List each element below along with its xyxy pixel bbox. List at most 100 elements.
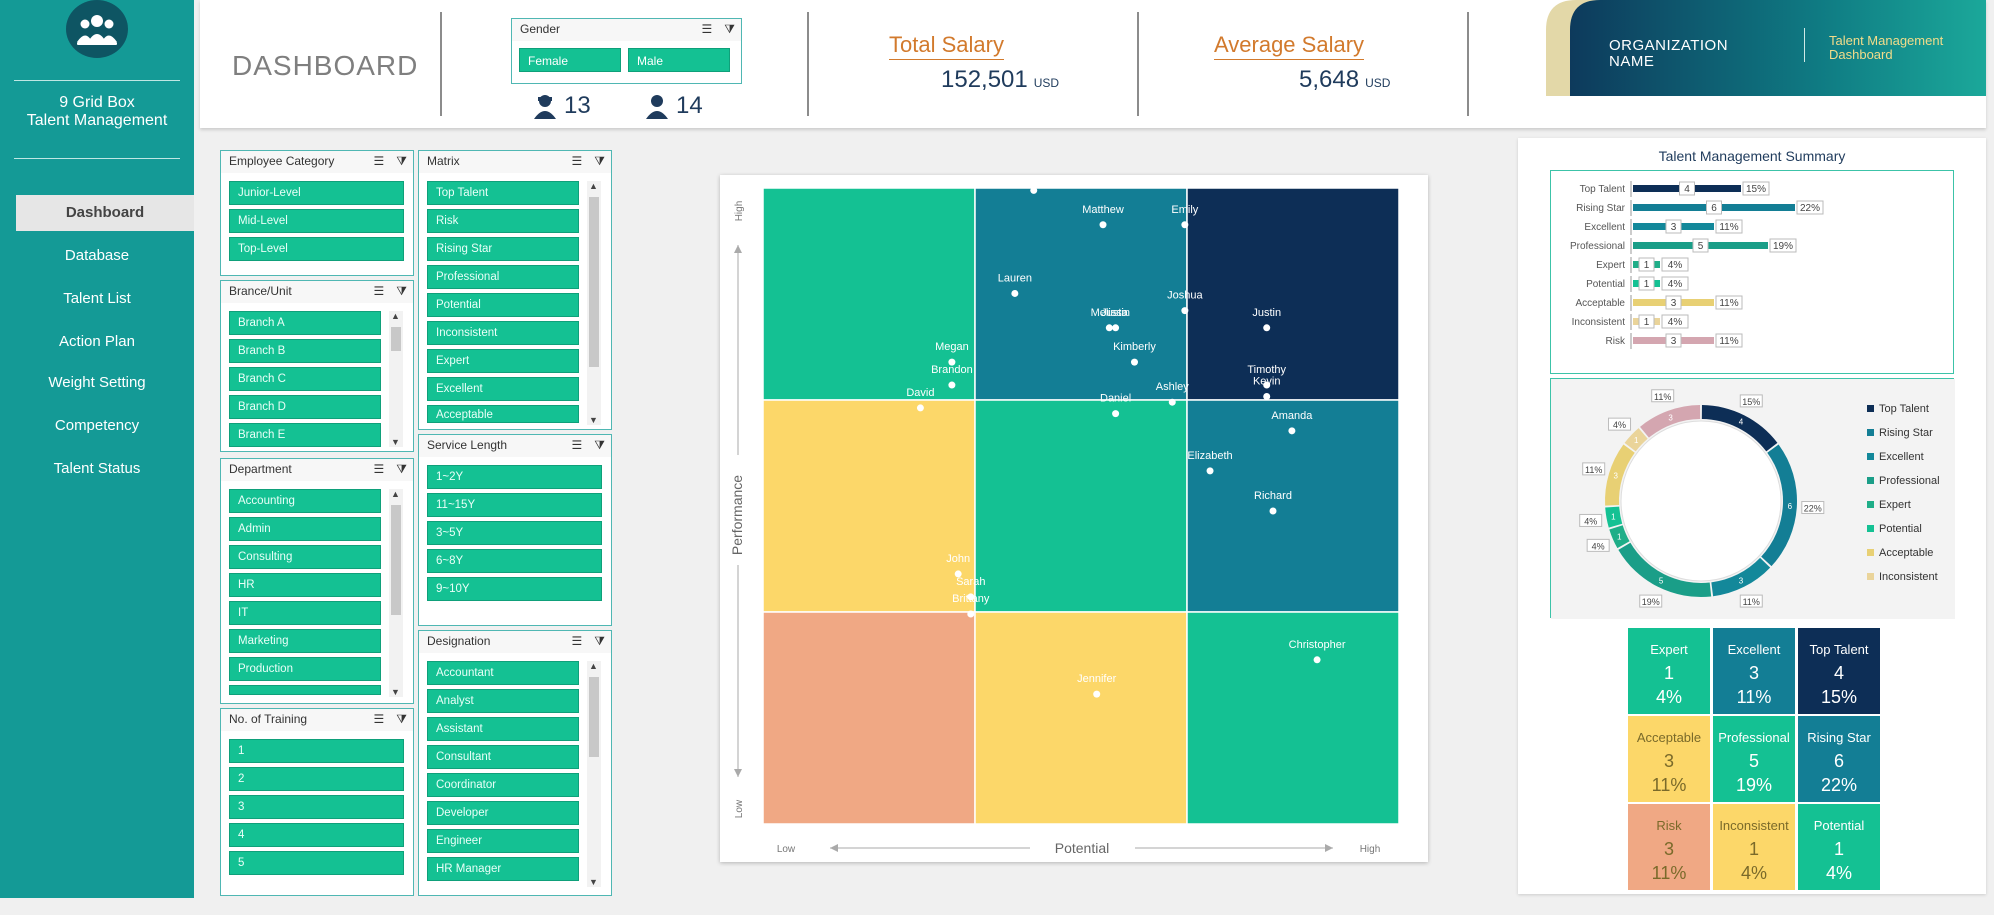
clear-filter-icon[interactable]: ⧩ [396, 154, 407, 168]
scroll-up-icon[interactable]: ▲ [391, 489, 400, 499]
slicer-item[interactable]: Inconsistent [427, 321, 579, 345]
slicer-item[interactable]: 6~8Y [427, 549, 602, 573]
nav-database[interactable]: Database [64, 247, 130, 264]
scroll-thumb[interactable] [391, 505, 401, 615]
matrix-point[interactable] [1105, 324, 1113, 332]
scroll-thumb[interactable] [391, 327, 401, 351]
matrix-point[interactable] [1263, 392, 1271, 400]
scroll-down-icon[interactable]: ▼ [391, 687, 400, 697]
matrix-point[interactable] [1112, 324, 1120, 332]
matrix-point[interactable] [1288, 427, 1296, 435]
slicer-item[interactable]: 3 [229, 795, 404, 819]
nav-dashboard[interactable]: Dashboard [16, 195, 194, 231]
matrix-point[interactable] [1168, 398, 1176, 406]
nav-weight-setting[interactable]: Weight Setting [48, 374, 146, 391]
gender-option-male[interactable]: Male [628, 48, 730, 72]
multi-select-icon[interactable]: ☰ [373, 284, 385, 298]
matrix-point[interactable] [1313, 656, 1321, 664]
scrollbar[interactable]: ▲ ▼ [587, 181, 601, 425]
scrollbar[interactable]: ▲ ▼ [587, 661, 601, 887]
matrix-point[interactable] [1099, 221, 1107, 229]
clear-filter-icon[interactable]: ⧩ [724, 22, 735, 36]
matrix-point[interactable] [1181, 221, 1189, 229]
scrollbar[interactable]: ▲ ▼ [389, 489, 403, 697]
donut-slice[interactable] [1640, 405, 1701, 438]
slicer-item[interactable]: Potential [427, 293, 579, 317]
slicer-item[interactable]: Coordinator [427, 773, 579, 797]
clear-filter-icon[interactable]: ⧩ [594, 438, 605, 452]
slicer-item[interactable]: Admin [229, 517, 381, 541]
slicer-item[interactable]: Branch C [229, 367, 381, 391]
slicer-item[interactable]: IT [229, 601, 381, 625]
slicer-item[interactable]: Assistant [427, 717, 579, 741]
donut-slice[interactable] [1701, 405, 1778, 452]
slicer-item[interactable]: HR [229, 573, 381, 597]
nav-talent-status[interactable]: Talent Status [53, 460, 141, 477]
nav-talent-list[interactable]: Talent List [63, 290, 131, 307]
scroll-up-icon[interactable]: ▲ [589, 661, 598, 671]
matrix-point[interactable] [1030, 186, 1038, 194]
slicer-item[interactable]: Junior-Level [229, 181, 404, 205]
matrix-point[interactable] [1206, 467, 1214, 475]
slicer-item[interactable]: 1~2Y [427, 465, 602, 489]
scroll-down-icon[interactable]: ▼ [391, 437, 400, 447]
multi-select-icon[interactable]: ☰ [373, 462, 385, 476]
matrix-point[interactable] [967, 610, 975, 618]
multi-select-icon[interactable]: ☰ [701, 22, 713, 36]
matrix-point[interactable] [916, 404, 924, 412]
clear-filter-icon[interactable]: ⧩ [594, 634, 605, 648]
multi-select-icon[interactable]: ☰ [571, 438, 583, 452]
matrix-point[interactable] [948, 358, 956, 366]
scroll-up-icon[interactable]: ▲ [589, 181, 598, 191]
matrix-point[interactable] [1181, 307, 1189, 315]
scroll-thumb[interactable] [589, 197, 599, 367]
slicer-item[interactable]: Production [229, 657, 381, 681]
slicer-item[interactable]: Top Talent [427, 181, 579, 205]
slicer-item[interactable]: Expert [427, 349, 579, 373]
matrix-point[interactable] [1093, 690, 1101, 698]
slicer-item[interactable]: Analyst [427, 689, 579, 713]
slicer-item[interactable]: Branch B [229, 339, 381, 363]
slicer-item[interactable]: Branch D [229, 395, 381, 419]
donut-slice[interactable] [1711, 557, 1771, 597]
slicer-item[interactable]: Top-Level [229, 237, 404, 261]
multi-select-icon[interactable]: ☰ [373, 154, 385, 168]
clear-filter-icon[interactable]: ⧩ [396, 712, 407, 726]
matrix-point[interactable] [954, 570, 962, 578]
donut-slice[interactable] [1761, 444, 1797, 567]
slicer-item[interactable]: Consultant [427, 745, 579, 769]
gender-option-female[interactable]: Female [519, 48, 621, 72]
donut-slice[interactable] [1605, 506, 1623, 528]
slicer-item[interactable]: 5 [229, 851, 404, 875]
donut-slice[interactable] [1605, 444, 1635, 506]
slicer-item[interactable]: Engineer [427, 829, 579, 853]
slicer-item[interactable]: Consulting [229, 545, 381, 569]
slicer-item[interactable]: 4 [229, 823, 404, 847]
donut-slice[interactable] [1618, 542, 1712, 597]
matrix-point[interactable] [1263, 381, 1271, 389]
slicer-item[interactable]: Excellent [427, 377, 579, 401]
slicer-item[interactable]: Accounting [229, 489, 381, 513]
matrix-point[interactable] [967, 593, 975, 601]
slicer-item[interactable]: Mid-Level [229, 209, 404, 233]
multi-select-icon[interactable]: ☰ [373, 712, 385, 726]
clear-filter-icon[interactable]: ⧩ [396, 462, 407, 476]
slicer-item[interactable]: Professional [427, 265, 579, 289]
scroll-down-icon[interactable]: ▼ [589, 415, 598, 425]
clear-filter-icon[interactable]: ⧩ [396, 284, 407, 298]
donut-slice[interactable] [1624, 428, 1648, 452]
multi-select-icon[interactable]: ☰ [571, 634, 583, 648]
matrix-point[interactable] [1011, 289, 1019, 297]
slicer-item[interactable]: Branch A [229, 311, 381, 335]
slicer-item[interactable]: 9~10Y [427, 577, 602, 601]
nav-competency[interactable]: Competency [54, 417, 140, 434]
slicer-item[interactable]: Branch E [229, 423, 381, 447]
matrix-point[interactable] [1263, 324, 1271, 332]
multi-select-icon[interactable]: ☰ [571, 154, 583, 168]
slicer-item[interactable]: 3~5Y [427, 521, 602, 545]
matrix-point[interactable] [948, 381, 956, 389]
clear-filter-icon[interactable]: ⧩ [594, 154, 605, 168]
slicer-item[interactable]: Acceptable [427, 405, 579, 423]
slicer-item[interactable]: Marketing [229, 629, 381, 653]
scroll-thumb[interactable] [589, 677, 599, 757]
